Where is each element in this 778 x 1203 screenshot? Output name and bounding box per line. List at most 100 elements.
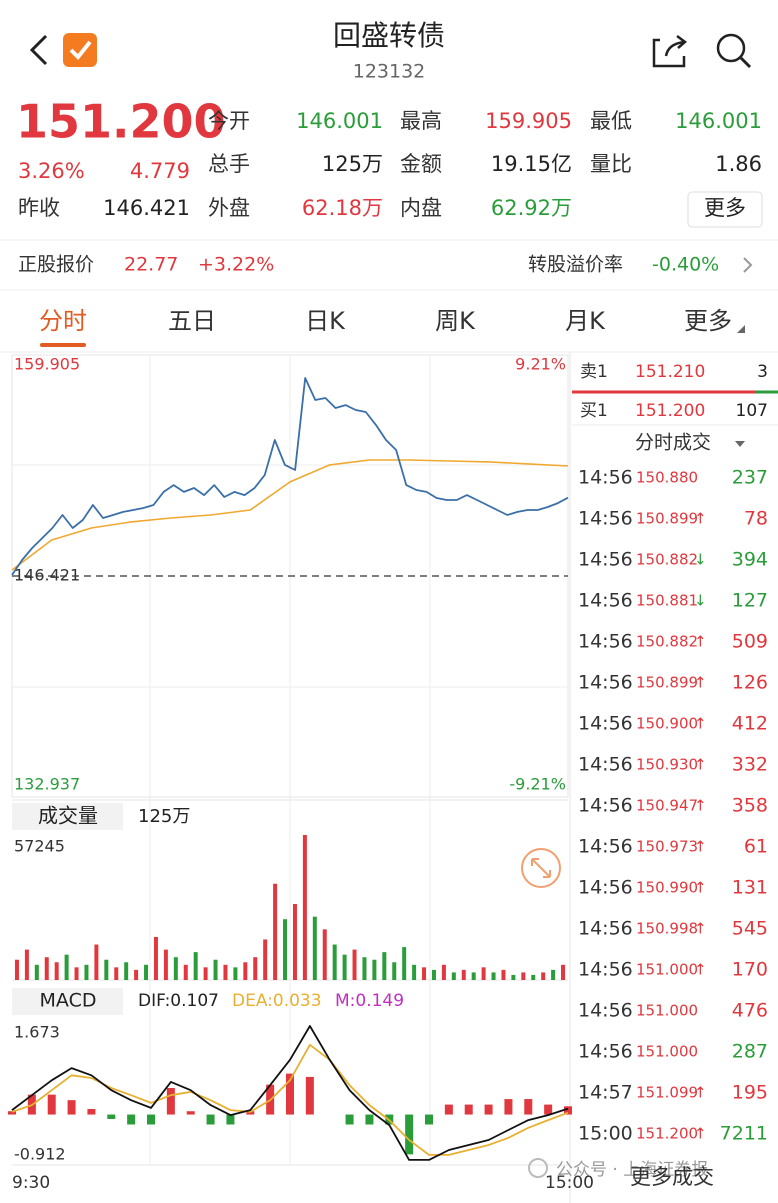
tab[interactable]: 分时	[39, 307, 87, 335]
trade-arrow: ↑	[694, 756, 707, 774]
macd-button[interactable]: MACD	[12, 988, 123, 1015]
trade-arrow: ↑	[694, 674, 707, 692]
stat-value: 62.18万	[302, 196, 383, 220]
volume-bar	[223, 964, 228, 980]
macd-bar	[246, 1111, 255, 1115]
volume-bar	[114, 967, 119, 980]
volume-bar	[144, 964, 149, 980]
y-tick-label: 132.937	[14, 775, 80, 794]
more-label[interactable]: 更多	[704, 196, 746, 220]
volume-bar	[273, 883, 278, 980]
stat-value: 1.86	[715, 152, 762, 176]
volume-bar	[173, 957, 178, 980]
bid-volume: 107	[736, 401, 768, 421]
y-tick-label: 1.673	[14, 1023, 60, 1042]
macd-bar	[524, 1099, 533, 1115]
stat-label: 内盘	[400, 196, 442, 220]
trade-volume: 131	[732, 877, 768, 899]
y-tick-label: -0.912	[14, 1145, 66, 1164]
tab[interactable]: 周K	[435, 307, 476, 335]
macd-bar	[186, 1111, 195, 1115]
trade-price: 151.000	[636, 1043, 698, 1061]
macd-bar	[87, 1109, 96, 1115]
macd-bar	[67, 1100, 76, 1115]
tab[interactable]: 五日	[168, 307, 216, 335]
price: 151.200	[16, 95, 226, 149]
trade-time: 14:56	[578, 1000, 633, 1022]
trade-time: 14:56	[578, 467, 633, 489]
stat-value: 125万	[322, 152, 383, 176]
trade-time: 14:56	[578, 959, 633, 981]
volume-bar	[253, 957, 258, 980]
trade-price: 150.990	[636, 879, 698, 897]
volume-bar	[292, 904, 297, 980]
volume-bar	[521, 972, 526, 980]
trade-arrow: ↑	[694, 1125, 707, 1143]
trade-arrow: ↓	[694, 551, 707, 569]
macd-button-label[interactable]: MACD	[40, 990, 97, 1012]
trade-time: 14:56	[578, 549, 633, 571]
macd-bar	[544, 1104, 553, 1115]
prev-close-label: 昨收	[18, 196, 60, 220]
back-button[interactable]	[29, 34, 48, 66]
stat-label: 今开	[208, 109, 250, 133]
change-pct: 3.26%	[18, 159, 85, 183]
line	[11, 1025, 569, 1161]
y-tick-label: 57245	[14, 837, 65, 856]
trade-time: 14:56	[578, 713, 633, 735]
tab-underline	[40, 343, 86, 347]
tab[interactable]: 更多	[684, 307, 732, 335]
trade-volume: 287	[732, 1041, 768, 1063]
share-button[interactable]	[652, 35, 687, 68]
ask-price: 151.210	[635, 362, 705, 382]
expand-button[interactable]	[521, 848, 561, 888]
volume-total: 125万	[138, 806, 190, 827]
trade-time: 14:56	[578, 795, 633, 817]
trades-title[interactable]: 分时成交	[635, 432, 711, 454]
tab-triangle[interactable]	[737, 325, 745, 333]
volume-button[interactable]: 成交量	[12, 803, 123, 830]
search-button[interactable]	[716, 33, 752, 69]
dropdown-arrow[interactable]	[735, 441, 745, 447]
volume-bar	[243, 962, 248, 980]
vertical-grid	[149, 355, 431, 1165]
volume-bar	[44, 957, 49, 980]
volume-button-label[interactable]: 成交量	[38, 804, 98, 828]
macd-bar	[405, 1114, 414, 1155]
volume-bar	[372, 959, 377, 980]
trade-price: 150.899	[636, 674, 698, 692]
volume-bar	[124, 962, 129, 980]
tab[interactable]: 日K	[305, 307, 346, 335]
volume-bar	[561, 964, 566, 980]
volume-bar	[14, 959, 19, 980]
volume-bar	[24, 949, 29, 980]
trade-volume: 195	[732, 1082, 768, 1104]
volume-bar	[352, 949, 357, 980]
trade-time: 15:00	[578, 1123, 633, 1145]
trade-price: 151.200	[636, 1125, 698, 1143]
more-button[interactable]: 更多	[687, 191, 763, 228]
macd-bar	[345, 1114, 354, 1125]
volume-bar	[203, 967, 208, 980]
trade-volume: 358	[732, 795, 768, 817]
line	[11, 459, 569, 571]
trade-volume: 332	[732, 754, 768, 776]
x-tick-label: 9:30	[12, 1173, 50, 1193]
more-trades[interactable]: 更多成交	[630, 1165, 714, 1189]
chevron[interactable]	[743, 257, 753, 273]
macd-bar	[226, 1114, 235, 1125]
stat-label: 总手	[208, 152, 250, 176]
trade-volume: 237	[732, 467, 768, 489]
trade-volume: 7211	[720, 1123, 768, 1145]
volume-bar	[342, 954, 347, 980]
ask-label: 卖1	[580, 362, 608, 382]
volume-bar	[541, 972, 546, 980]
volume-bar	[392, 962, 397, 980]
volume-bar	[74, 967, 79, 980]
volume-bar	[193, 952, 198, 980]
macd-bar	[47, 1094, 56, 1115]
tab[interactable]: 月K	[565, 307, 606, 335]
trade-price: 150.998	[636, 920, 698, 938]
